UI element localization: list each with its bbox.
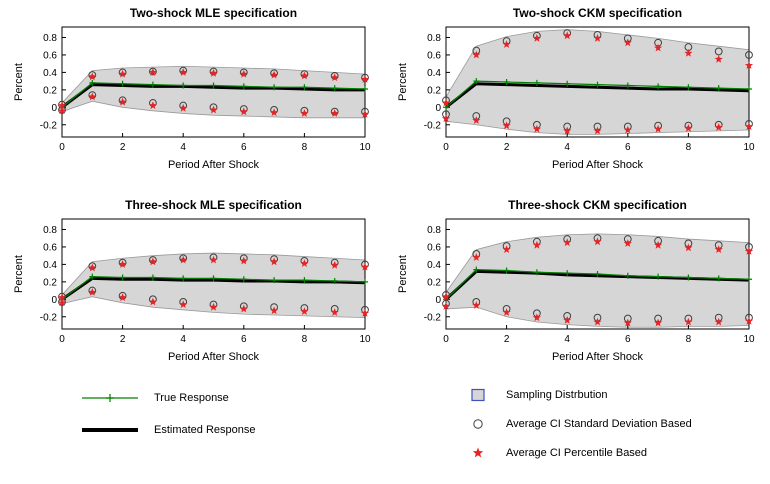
chart-panel-two-shock-mle: Two-shock MLE specification 0 2 4 6 8 10 -0.2 0… (12, 6, 377, 176)
svg-text:2: 2 (120, 334, 126, 345)
svg-text:10: 10 (359, 334, 371, 345)
svg-text:0.6: 0.6 (427, 50, 441, 61)
svg-text:0: 0 (51, 295, 57, 306)
svg-text:0.6: 0.6 (427, 242, 441, 253)
svg-text:8: 8 (302, 334, 308, 345)
svg-text:0.2: 0.2 (427, 85, 441, 96)
legend-markers: Sampling Distrbution Average CI Standard… (468, 380, 692, 467)
circle-marker-icon (473, 418, 483, 429)
legend-lines: True Response Estimated Response (80, 382, 256, 446)
svg-text:10: 10 (743, 142, 755, 153)
svg-text:Period After Shock: Period After Shock (552, 159, 644, 171)
svg-text:0: 0 (443, 142, 449, 153)
svg-text:0: 0 (435, 295, 441, 306)
svg-text:8: 8 (686, 334, 692, 345)
chart-title: Two-shock MLE specification (129, 6, 298, 20)
svg-text:2: 2 (504, 334, 510, 345)
svg-text:-0.2: -0.2 (40, 312, 58, 323)
legend-item-ci-pct: Average CI Percentile Based (468, 438, 692, 467)
svg-text:0: 0 (435, 103, 441, 114)
svg-text:8: 8 (302, 142, 308, 153)
legend-label-estimated-response: Estimated Response (154, 424, 256, 436)
svg-text:0.6: 0.6 (43, 50, 57, 61)
svg-text:0: 0 (59, 142, 65, 153)
svg-text:-0.2: -0.2 (40, 120, 58, 131)
svg-text:0.4: 0.4 (43, 68, 57, 79)
svg-text:Period After Shock: Period After Shock (168, 351, 260, 363)
svg-text:Percent: Percent (397, 63, 409, 101)
chart-title: Three-shock MLE specification (125, 198, 302, 212)
svg-text:6: 6 (241, 142, 247, 153)
svg-text:-0.2: -0.2 (424, 120, 442, 131)
svg-text:10: 10 (743, 334, 755, 345)
svg-text:6: 6 (625, 142, 631, 153)
legend-item-sampling-distribution: Sampling Distrbution (468, 380, 692, 409)
svg-text:6: 6 (241, 334, 247, 345)
svg-text:0.2: 0.2 (43, 277, 57, 288)
svg-text:0.8: 0.8 (427, 225, 441, 236)
svg-text:0.4: 0.4 (43, 260, 57, 271)
svg-text:4: 4 (180, 334, 186, 345)
legend-item-true-response: True Response (80, 382, 256, 414)
svg-text:0: 0 (443, 334, 449, 345)
svg-text:-0.2: -0.2 (424, 312, 442, 323)
svg-text:2: 2 (120, 142, 126, 153)
chart-title: Two-shock CKM specification (512, 6, 683, 20)
svg-text:0.8: 0.8 (427, 33, 441, 44)
svg-text:Period After Shock: Period After Shock (552, 351, 644, 363)
svg-text:0.4: 0.4 (427, 68, 441, 79)
svg-text:4: 4 (564, 142, 570, 153)
svg-text:0.2: 0.2 (43, 85, 57, 96)
chart-panel-two-shock-ckm: Two-shock CKM specification 0 2 4 6 8 10 -0.2 0… (396, 6, 761, 176)
svg-text:Percent: Percent (397, 255, 409, 293)
svg-text:4: 4 (180, 142, 186, 153)
estimated-response-line-icon (82, 428, 138, 432)
svg-text:10: 10 (359, 142, 371, 153)
svg-text:0.2: 0.2 (427, 277, 441, 288)
legend-item-ci-sd: Average CI Standard Deviation Based (468, 409, 692, 438)
shaded-square-icon (471, 388, 485, 401)
legend-label-ci-pct: Average CI Percentile Based (506, 446, 648, 459)
chart-panel-three-shock-mle: Three-shock MLE specification 0 2 4 6 8 10 -0.… (12, 198, 377, 368)
svg-text:0.4: 0.4 (427, 260, 441, 271)
svg-text:8: 8 (686, 142, 692, 153)
chart-panel-three-shock-ckm: Three-shock CKM specification 0 2 4 6 8 10 -0.… (396, 198, 761, 368)
legend-label-true-response: True Response (154, 392, 229, 404)
legend-label-sampling-distribution: Sampling Distrbution (506, 388, 608, 401)
svg-text:2: 2 (504, 142, 510, 153)
svg-text:Period After Shock: Period After Shock (168, 159, 260, 171)
svg-text:0: 0 (51, 103, 57, 114)
svg-text:0.6: 0.6 (43, 242, 57, 253)
svg-text:Percent: Percent (13, 255, 25, 293)
svg-text:0.8: 0.8 (43, 33, 57, 44)
legend-label-ci-sd: Average CI Standard Deviation Based (506, 417, 692, 430)
svg-text:0: 0 (59, 334, 65, 345)
star-marker-icon (472, 447, 484, 457)
svg-text:Percent: Percent (13, 63, 25, 101)
legend-item-estimated-response: Estimated Response (80, 414, 256, 446)
true-response-line-icon (82, 394, 138, 402)
svg-text:4: 4 (564, 334, 570, 345)
chart-title: Three-shock CKM specification (508, 198, 687, 212)
svg-text:0.8: 0.8 (43, 225, 57, 236)
svg-text:6: 6 (625, 334, 631, 345)
